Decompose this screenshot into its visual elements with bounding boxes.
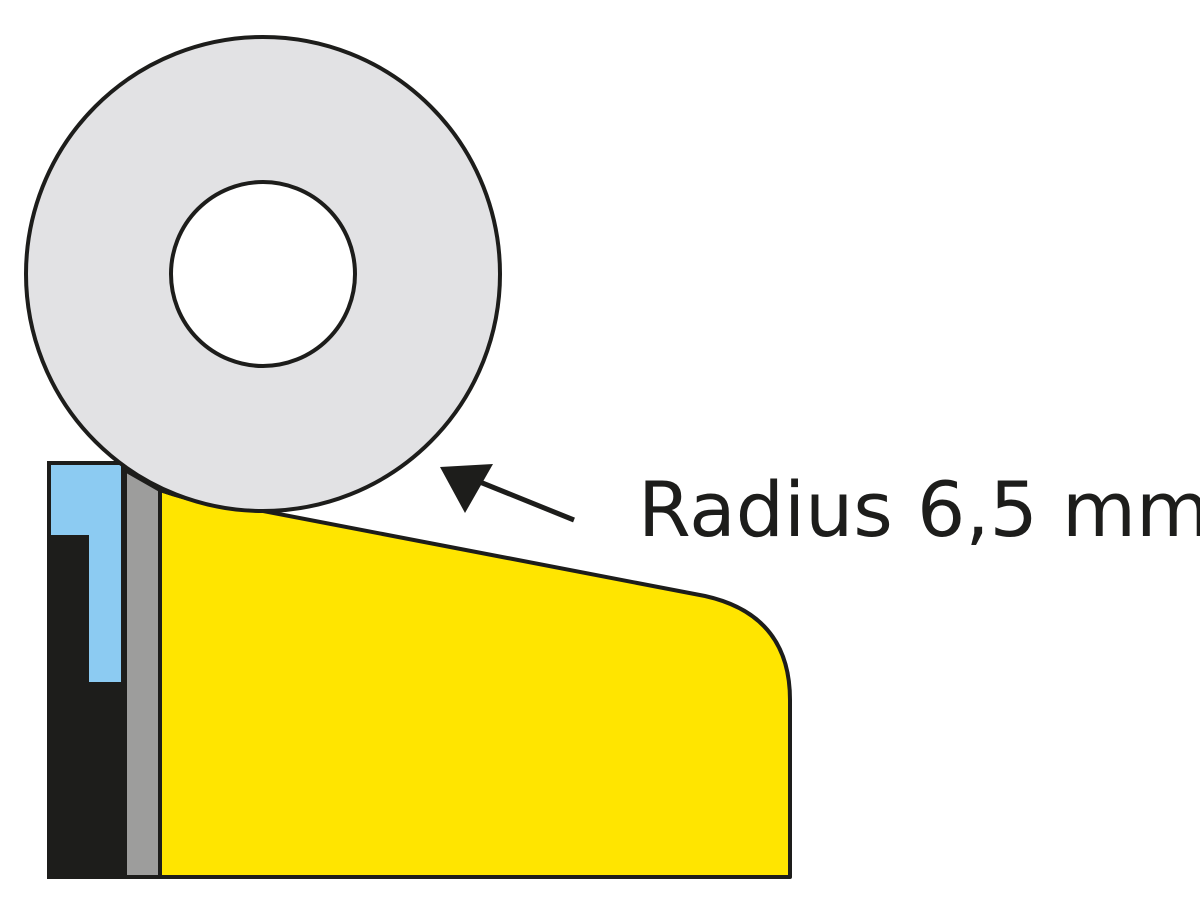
radius-label: Radius 6,5 mm <box>638 465 1200 554</box>
arrow-shaft <box>469 475 575 523</box>
gray-strip <box>123 468 162 879</box>
blue-part <box>51 465 121 682</box>
arrow-head <box>440 464 493 513</box>
wheel-hole <box>169 180 357 368</box>
